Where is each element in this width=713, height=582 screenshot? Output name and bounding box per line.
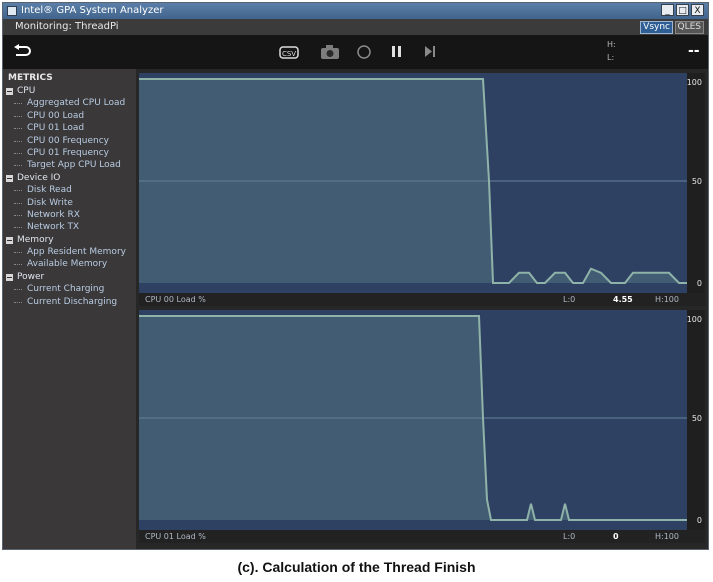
camera-icon[interactable] [320, 44, 340, 60]
collapse-icon[interactable] [6, 236, 13, 244]
metric-item[interactable]: App Resident Memory [3, 246, 126, 258]
metric-category[interactable]: Memory [3, 234, 126, 246]
svg-text:CSV: CSV [282, 50, 296, 58]
high-value: H:100 [655, 532, 679, 541]
y-tick-label: 50 [692, 177, 702, 186]
chart-status-bar: CPU 00 Load % L:0 4.55 H:100 [139, 293, 705, 306]
value-display: -- [688, 43, 700, 59]
monitoring-bar: Monitoring: ThreadPi Vsync QLES [3, 19, 708, 35]
gpa-window: Intel® GPA System Analyzer _ □ X Monitor… [2, 2, 709, 550]
maximize-button[interactable]: □ [676, 4, 689, 16]
metric-item[interactable]: Current Charging [3, 283, 126, 295]
csv-export-icon[interactable]: CSV [279, 44, 299, 60]
metric-item[interactable]: CPU 00 Load [3, 110, 126, 122]
high-label: H: [607, 40, 616, 49]
high-value: H:100 [655, 295, 679, 304]
series-area [139, 316, 687, 520]
metric-item[interactable]: Aggregated CPU Load [3, 97, 126, 109]
title-bar: Intel® GPA System Analyzer _ □ X [3, 3, 708, 19]
qles-toggle[interactable]: QLES [674, 21, 704, 34]
y-axis-strip [687, 73, 705, 293]
cpu00-load-chart[interactable]: 100 50 0 [139, 73, 705, 293]
metric-category-label: CPU [17, 86, 36, 96]
y-tick-label: 50 [692, 414, 702, 423]
y-tick-label: 0 [697, 516, 702, 525]
metric-category[interactable]: Device IO [3, 172, 126, 184]
plot-background [139, 73, 705, 293]
metric-category[interactable]: Power [3, 271, 126, 283]
y-tick-label: 100 [687, 315, 702, 324]
step-icon[interactable] [423, 44, 437, 60]
series-name: CPU 01 Load % [145, 532, 206, 541]
metrics-tree: CPU Aggregated CPU Load CPU 00 Load CPU 01 … [3, 85, 126, 308]
collapse-icon[interactable] [6, 273, 13, 281]
low-value: L:0 [563, 295, 576, 304]
y-axis-strip [687, 310, 705, 530]
y-tick-label: 0 [697, 279, 702, 288]
chart-panel-cpu01: 100 50 0 CPU 01 Load % L:0 0 H:100 [139, 310, 705, 543]
window-title: Intel® GPA System Analyzer [21, 5, 164, 16]
app-icon [7, 6, 17, 16]
series-line [139, 78, 687, 284]
current-value: 4.55 [613, 295, 633, 304]
collapse-icon[interactable] [6, 88, 13, 95]
window-controls: _ □ X [661, 4, 704, 16]
metric-item[interactable]: Current Discharging [3, 296, 126, 308]
collapse-icon[interactable] [6, 174, 13, 182]
chart-status-bar: CPU 01 Load % L:0 0 H:100 [139, 530, 705, 543]
vsync-toggle[interactable]: Vsync [640, 21, 673, 34]
figure-caption: (c). Calculation of the Thread Finish [237, 559, 476, 575]
metric-category-label: Device IO [17, 172, 61, 183]
metric-item[interactable]: Network TX [3, 221, 126, 233]
plot-background [139, 310, 705, 530]
metric-item[interactable]: Network RX [3, 209, 126, 221]
low-value: L:0 [563, 532, 576, 541]
series-name: CPU 00 Load % [145, 295, 206, 304]
minimize-button[interactable]: _ [661, 4, 674, 16]
metric-item[interactable]: CPU 01 Load [3, 122, 126, 134]
toolbar: CSV H: L: -- [3, 35, 708, 69]
cpu01-load-chart[interactable]: 100 50 0 [139, 310, 705, 530]
record-icon[interactable] [356, 44, 372, 60]
metrics-header: METRICS [8, 73, 53, 83]
chart-area: 100 50 0 CPU 00 Load % L:0 4.55 H:100 100 5… [136, 69, 708, 549]
back-icon[interactable] [12, 44, 32, 60]
pause-icon[interactable] [390, 44, 404, 60]
metric-item[interactable]: Disk Read [3, 184, 126, 196]
monitoring-label: Monitoring: ThreadPi [15, 21, 119, 32]
metric-category[interactable]: CPU [3, 85, 126, 97]
y-tick-label: 100 [687, 78, 702, 87]
series-line [139, 315, 687, 521]
metric-item[interactable]: CPU 01 Frequency [3, 147, 126, 159]
close-button[interactable]: X [691, 4, 704, 16]
metric-category-label: Power [17, 271, 45, 282]
current-value: 0 [613, 532, 619, 541]
series-area [139, 79, 687, 283]
metrics-sidebar: METRICS CPU Aggregated CPU Load CPU 00 Loa… [3, 69, 136, 549]
low-label: L: [607, 53, 615, 62]
hl-readout: H: L: [607, 38, 616, 64]
metric-item[interactable]: Available Memory [3, 258, 126, 270]
metric-item[interactable]: Disk Write [3, 197, 126, 209]
chart-panel-cpu00: 100 50 0 CPU 00 Load % L:0 4.55 H:100 [139, 73, 705, 306]
metric-item[interactable]: CPU 00 Frequency [3, 135, 126, 147]
metric-category-label: Memory [17, 234, 54, 245]
metric-item[interactable]: Target App CPU Load [3, 159, 126, 171]
